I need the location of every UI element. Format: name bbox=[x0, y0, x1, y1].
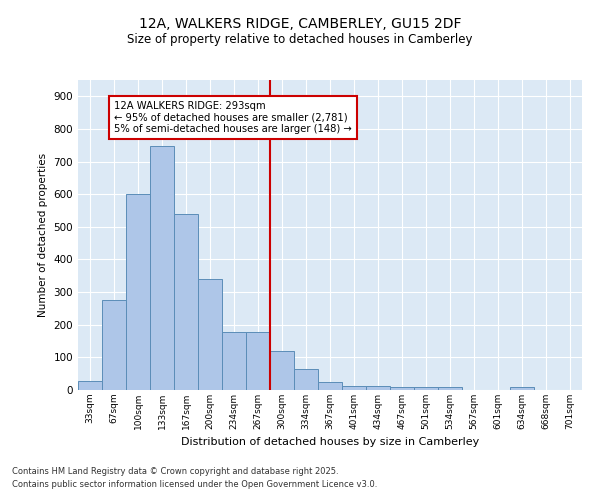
Bar bbox=[438, 388, 462, 390]
Bar bbox=[222, 332, 246, 390]
Bar bbox=[318, 382, 342, 390]
Bar bbox=[126, 194, 150, 390]
Bar bbox=[78, 381, 102, 390]
Y-axis label: Number of detached properties: Number of detached properties bbox=[38, 153, 48, 317]
Text: 12A WALKERS RIDGE: 293sqm
← 95% of detached houses are smaller (2,781)
5% of sem: 12A WALKERS RIDGE: 293sqm ← 95% of detac… bbox=[114, 101, 352, 134]
Bar bbox=[246, 332, 270, 390]
Text: Size of property relative to detached houses in Camberley: Size of property relative to detached ho… bbox=[127, 32, 473, 46]
Text: Contains public sector information licensed under the Open Government Licence v3: Contains public sector information licen… bbox=[12, 480, 377, 489]
Bar bbox=[366, 386, 390, 390]
Bar bbox=[510, 388, 534, 390]
Bar bbox=[294, 369, 318, 390]
Bar bbox=[150, 146, 174, 390]
Bar bbox=[342, 386, 366, 390]
Text: 12A, WALKERS RIDGE, CAMBERLEY, GU15 2DF: 12A, WALKERS RIDGE, CAMBERLEY, GU15 2DF bbox=[139, 18, 461, 32]
Text: Contains HM Land Registry data © Crown copyright and database right 2025.: Contains HM Land Registry data © Crown c… bbox=[12, 467, 338, 476]
X-axis label: Distribution of detached houses by size in Camberley: Distribution of detached houses by size … bbox=[181, 438, 479, 448]
Bar bbox=[270, 351, 294, 390]
Bar bbox=[198, 279, 222, 390]
Bar bbox=[102, 300, 126, 390]
Bar bbox=[390, 386, 414, 390]
Bar bbox=[414, 388, 438, 390]
Bar bbox=[174, 214, 198, 390]
